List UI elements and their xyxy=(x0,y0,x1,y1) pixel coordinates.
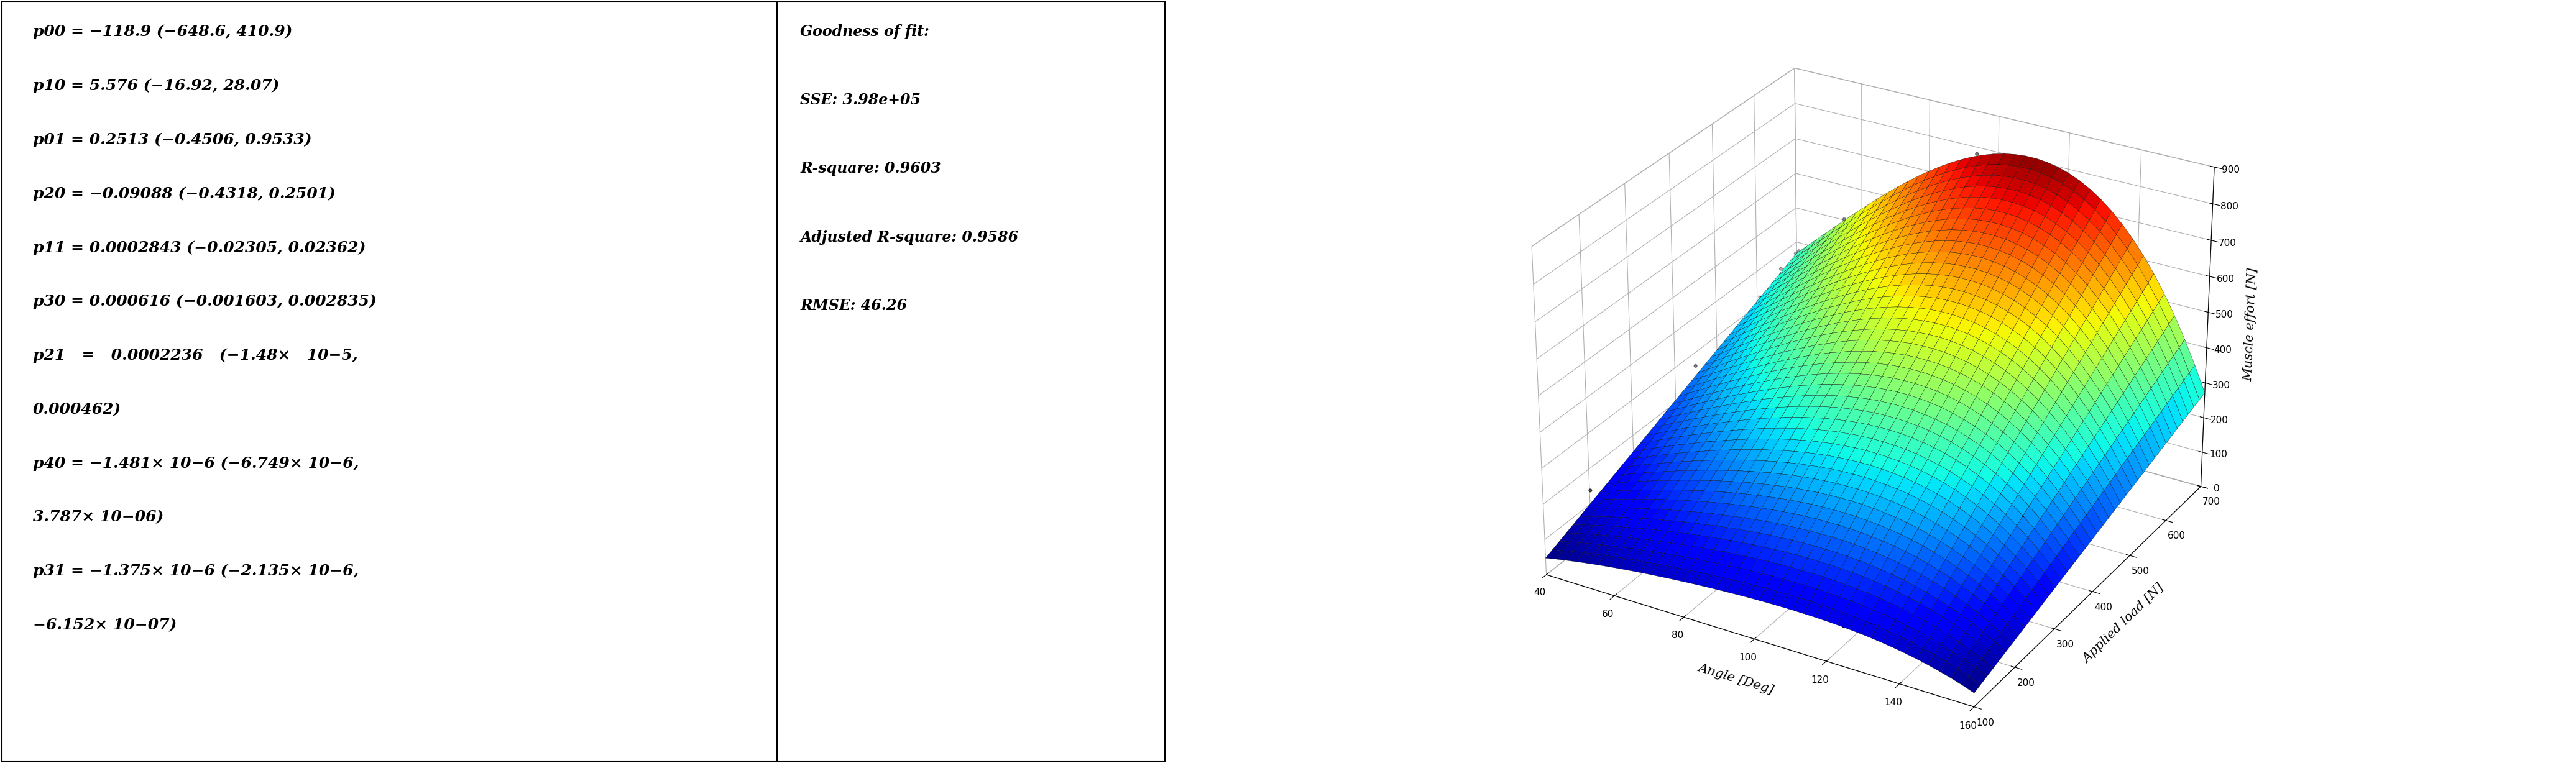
Text: Goodness of fit:: Goodness of fit: xyxy=(801,24,930,40)
Text: 0.000462): 0.000462) xyxy=(33,402,121,417)
Text: p40 = −1.481× 10−6 (−6.749× 10−6,: p40 = −1.481× 10−6 (−6.749× 10−6, xyxy=(33,456,358,471)
Text: p10 = 5.576 (−16.92, 28.07): p10 = 5.576 (−16.92, 28.07) xyxy=(33,79,278,93)
Text: SSE: 3.98e+05: SSE: 3.98e+05 xyxy=(801,93,920,108)
Text: p20 = −0.09088 (−0.4318, 0.2501): p20 = −0.09088 (−0.4318, 0.2501) xyxy=(33,186,335,201)
Text: p21   =   0.0002236   (−1.48×   10−5,: p21 = 0.0002236 (−1.48× 10−5, xyxy=(33,348,358,363)
Text: p30 = 0.000616 (−0.001603, 0.002835): p30 = 0.000616 (−0.001603, 0.002835) xyxy=(33,295,376,309)
Y-axis label: Applied load [N]: Applied load [N] xyxy=(2081,581,2166,665)
Text: 3.787× 10−06): 3.787× 10−06) xyxy=(33,510,162,525)
Text: −6.152× 10−07): −6.152× 10−07) xyxy=(33,618,178,633)
Text: RMSE: 46.26: RMSE: 46.26 xyxy=(801,298,907,313)
Text: p01 = 0.2513 (−0.4506, 0.9533): p01 = 0.2513 (−0.4506, 0.9533) xyxy=(33,132,312,147)
Text: Adjusted R-square: 0.9586: Adjusted R-square: 0.9586 xyxy=(801,230,1018,244)
Text: p11 = 0.0002843 (−0.02305, 0.02362): p11 = 0.0002843 (−0.02305, 0.02362) xyxy=(33,240,366,255)
Text: p31 = −1.375× 10−6 (−2.135× 10−6,: p31 = −1.375× 10−6 (−2.135× 10−6, xyxy=(33,564,358,578)
Text: p00 = −118.9 (−648.6, 410.9): p00 = −118.9 (−648.6, 410.9) xyxy=(33,24,291,40)
Text: R-square: 0.9603: R-square: 0.9603 xyxy=(801,161,940,176)
X-axis label: Angle [Deg]: Angle [Deg] xyxy=(1698,662,1775,696)
